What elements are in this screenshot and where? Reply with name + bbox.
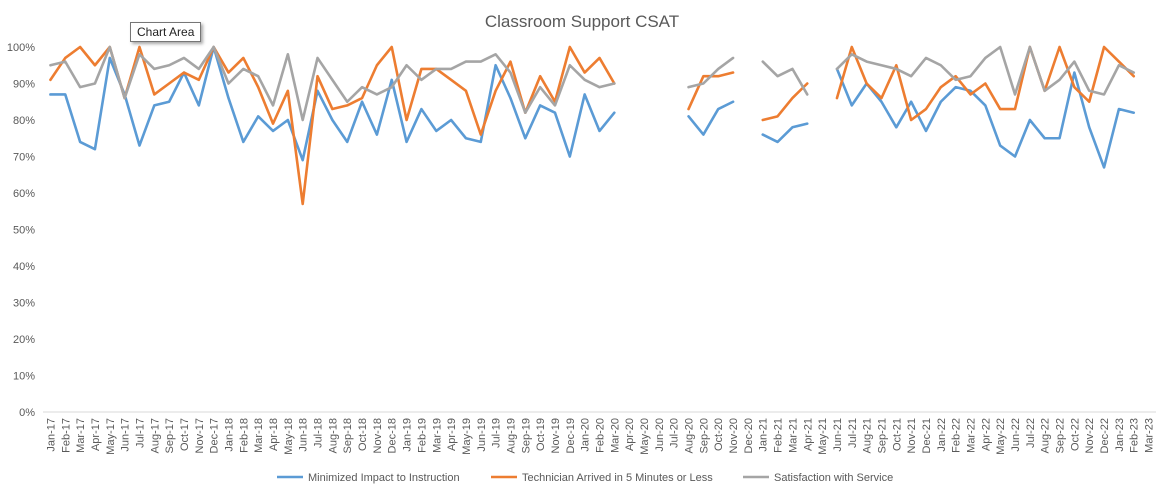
x-tick-label: May-22 (995, 418, 1007, 455)
x-tick-label: Jun-21 (832, 418, 844, 452)
x-tick-label: Nov-19 (550, 418, 562, 453)
x-tick-label: Apr-19 (446, 418, 458, 451)
x-tick-label: May-19 (461, 418, 473, 455)
x-tick-label: May-18 (283, 418, 295, 455)
x-tick-label: Mar-21 (787, 418, 799, 453)
x-tick-label: Mar-20 (609, 418, 621, 453)
y-tick-label: 20% (13, 334, 35, 346)
y-tick-label: 80% (13, 115, 35, 127)
x-tick-label: Aug-22 (1040, 418, 1052, 453)
chart-area-tooltip: Chart Area (130, 22, 202, 42)
x-tick-label: Dec-17 (209, 418, 221, 453)
y-tick-label: 70% (13, 152, 35, 164)
y-tick-label: 30% (13, 298, 35, 310)
x-tick-label: Apr-21 (802, 418, 814, 451)
x-tick-label: Feb-17 (60, 418, 72, 453)
x-tick-label: Oct-20 (713, 418, 725, 451)
x-tick-label: Dec-20 (743, 418, 755, 453)
series-line[interactable] (49, 45, 1136, 206)
x-tick-label: Dec-22 (1099, 418, 1111, 453)
x-tick-label: Mar-22 (966, 418, 978, 453)
x-tick-label: Jun-22 (1010, 418, 1022, 452)
x-tick-label: Nov-22 (1084, 418, 1096, 453)
x-tick-label: Feb-21 (773, 418, 785, 453)
x-tick-label: Jul-17 (134, 418, 146, 448)
chart-title: Classroom Support CSAT (485, 12, 679, 31)
x-tick-label: Mar-23 (1144, 418, 1156, 453)
x-tick-label: Feb-18 (238, 418, 250, 453)
y-tick-label: 100% (7, 42, 35, 54)
x-tick-label: May-21 (817, 418, 829, 455)
x-tick-label: Apr-22 (980, 418, 992, 451)
x-tick-label: Nov-21 (906, 418, 918, 453)
y-tick-label: 60% (13, 188, 35, 200)
x-tick-label: Oct-17 (179, 418, 191, 451)
x-tick-label: Aug-20 (684, 418, 696, 453)
x-tick-label: Jun-17 (120, 418, 132, 452)
x-tick-label: Oct-21 (891, 418, 903, 451)
x-tick-label: Nov-18 (372, 418, 384, 453)
x-tick-label: Aug-17 (149, 418, 161, 453)
legend-label[interactable]: Technician Arrived in 5 Minutes or Less (522, 472, 713, 484)
x-tick-label: Jan-23 (1114, 418, 1126, 452)
x-tick-label: Nov-17 (194, 418, 206, 453)
y-tick-label: 0% (19, 407, 35, 419)
x-tick-label: Jul-22 (1025, 418, 1037, 448)
x-tick-label: Jan-22 (936, 418, 948, 452)
y-axis-tick-labels: 0% 10% 20% 30% 40% 50% 60% 70% 80% 90% 100% (7, 42, 35, 419)
x-tick-label: Jul-18 (313, 418, 325, 448)
x-tick-label: Aug-19 (505, 418, 517, 453)
x-tick-label: Oct-19 (535, 418, 547, 451)
x-tick-label: Sep-22 (1055, 418, 1067, 453)
x-axis-tick-labels: Jan-17 Feb-17 Mar-17 Apr-17 May-17 Jun-17 Jul-… (45, 418, 1155, 455)
y-tick-label: 10% (13, 371, 35, 383)
legend-label[interactable]: Minimized Impact to Instruction (308, 472, 460, 484)
legend[interactable]: Minimized Impact to Instruction Technicia… (277, 472, 893, 484)
x-tick-label: Jan-17 (45, 418, 57, 452)
x-tick-label: Dec-18 (387, 418, 399, 453)
x-tick-label: Sep-19 (520, 418, 532, 453)
x-tick-label: Mar-19 (431, 418, 443, 453)
series-line[interactable] (49, 45, 1136, 122)
x-tick-label: Jul-19 (491, 418, 503, 448)
x-tick-label: Sep-17 (164, 418, 176, 453)
x-tick-label: Jan-18 (224, 418, 236, 452)
x-tick-label: May-17 (105, 418, 117, 455)
series-line[interactable] (49, 45, 1136, 169)
x-tick-label: Oct-18 (357, 418, 369, 451)
x-tick-label: Jan-20 (580, 418, 592, 452)
x-tick-label: Feb-22 (951, 418, 963, 453)
x-tick-label: Mar-18 (253, 418, 265, 453)
x-tick-label: Aug-21 (862, 418, 874, 453)
x-tick-label: Jan-21 (758, 418, 770, 452)
x-tick-label: Sep-20 (698, 418, 710, 453)
x-tick-label: May-20 (639, 418, 651, 455)
x-tick-label: Dec-19 (565, 418, 577, 453)
x-tick-label: Nov-20 (728, 418, 740, 453)
x-tick-label: Sep-21 (876, 418, 888, 453)
series-lines (49, 45, 1136, 206)
x-tick-label: Jun-20 (654, 418, 666, 452)
y-tick-label: 40% (13, 261, 35, 273)
x-tick-label: Feb-23 (1129, 418, 1141, 453)
x-tick-label: Jul-21 (847, 418, 859, 448)
x-tick-label: Feb-19 (416, 418, 428, 453)
x-tick-label: Aug-18 (327, 418, 339, 453)
x-tick-label: Jun-18 (298, 418, 310, 452)
x-tick-label: Jul-20 (669, 418, 681, 448)
x-tick-label: Jun-19 (476, 418, 488, 452)
y-tick-label: 50% (13, 225, 35, 237)
x-tick-label: Oct-22 (1069, 418, 1081, 451)
x-tick-label: Jan-19 (402, 418, 414, 452)
legend-label[interactable]: Satisfaction with Service (774, 472, 893, 484)
x-tick-label: Dec-21 (921, 418, 933, 453)
x-tick-label: Sep-18 (342, 418, 354, 453)
x-tick-label: Apr-17 (90, 418, 102, 451)
x-tick-label: Feb-20 (595, 418, 607, 453)
x-tick-label: Apr-18 (268, 418, 280, 451)
x-tick-label: Mar-17 (75, 418, 87, 453)
y-tick-label: 90% (13, 79, 35, 91)
x-tick-label: Apr-20 (624, 418, 636, 451)
